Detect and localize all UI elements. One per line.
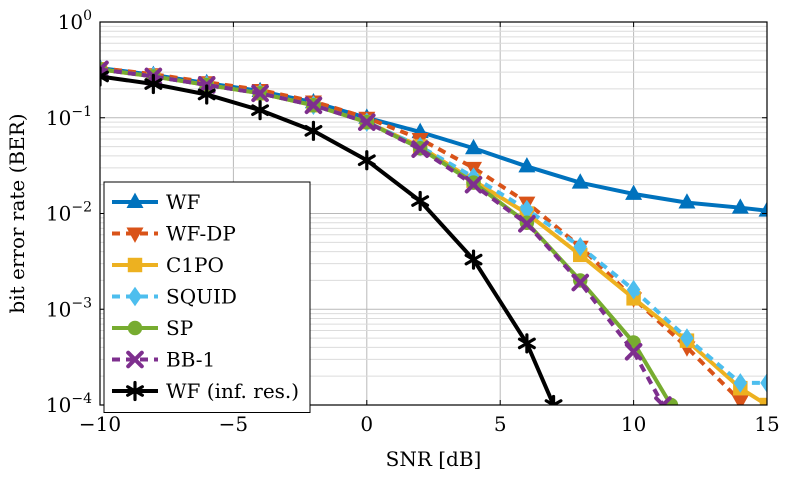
data-point xyxy=(733,373,748,393)
data-point xyxy=(625,184,643,200)
data-point xyxy=(126,192,144,208)
legend-item: C1PO xyxy=(112,253,224,277)
data-point xyxy=(464,175,483,194)
legend: WF WF-DP C1PO SQUID SP BB-1 WF (inf. res.) xyxy=(103,181,311,413)
legend-label: SQUID xyxy=(166,285,237,309)
series-line xyxy=(100,67,665,405)
data-point xyxy=(544,394,563,405)
y-tick-label: 10−3 xyxy=(46,295,92,321)
y-tick-label: 10−4 xyxy=(46,391,92,417)
x-tick-label: −10 xyxy=(79,412,121,436)
x-tick-label: 10 xyxy=(621,412,646,436)
legend-label: WF-DP xyxy=(166,222,236,246)
y-tick-label: 10−1 xyxy=(46,104,92,130)
data-point xyxy=(571,173,589,189)
data-point xyxy=(465,138,483,155)
x-tick-label: −5 xyxy=(219,412,248,436)
data-point xyxy=(126,227,144,243)
data-point xyxy=(126,380,144,402)
data-point xyxy=(304,96,323,115)
data-point xyxy=(357,150,376,171)
data-point xyxy=(251,100,270,121)
axes-group: −10 −5 0 5 10 15 10−4 10−3 10−2 10−1 100 SNR [dB] bi… xyxy=(5,8,780,471)
legend-item: WF xyxy=(112,190,201,214)
data-point xyxy=(731,198,749,214)
legend-label: WF xyxy=(166,190,201,214)
data-point xyxy=(626,279,641,300)
data-point xyxy=(759,397,767,405)
data-point xyxy=(127,257,143,273)
x-tick-label: 0 xyxy=(360,412,373,436)
data-point xyxy=(358,113,376,131)
legend-item: BB-1 xyxy=(112,348,215,372)
series-layer xyxy=(100,58,767,405)
series-wf-inf-res xyxy=(100,66,563,405)
data-point xyxy=(126,350,144,369)
data-point xyxy=(760,373,767,393)
x-axis-label: SNR [dB] xyxy=(386,447,482,471)
data-point xyxy=(518,157,536,173)
data-point xyxy=(518,215,536,233)
data-point xyxy=(520,199,534,220)
legend-label: C1PO xyxy=(166,253,224,277)
data-point xyxy=(517,333,536,354)
legend-item: SP xyxy=(112,316,193,340)
data-point xyxy=(127,320,143,336)
legend-item: SQUID xyxy=(112,285,237,309)
y-tick-label: 10−2 xyxy=(46,200,92,226)
data-point xyxy=(571,273,590,292)
data-point xyxy=(251,84,269,103)
data-point xyxy=(197,84,216,105)
x-tick-label: 15 xyxy=(754,412,779,436)
data-point xyxy=(144,73,163,95)
x-tick-label: 5 xyxy=(494,412,507,436)
data-point xyxy=(411,190,430,212)
legend-item: WF-DP xyxy=(112,222,236,246)
legend-item: WF (inf. res.) xyxy=(112,379,299,403)
data-point xyxy=(678,193,696,209)
data-point xyxy=(758,201,767,217)
legend-label: BB-1 xyxy=(166,348,215,372)
legend-label: SP xyxy=(166,316,193,340)
data-point xyxy=(411,140,429,158)
data-point xyxy=(128,286,142,307)
legend-label: WF (inf. res.) xyxy=(166,379,299,403)
data-point xyxy=(624,342,643,361)
data-point xyxy=(654,396,672,405)
data-point xyxy=(304,120,323,141)
series-bb-1 xyxy=(100,60,672,405)
data-point xyxy=(464,249,483,270)
y-axis-label: bit error rate (BER) xyxy=(5,113,29,313)
data-point xyxy=(680,328,694,348)
series-line xyxy=(100,74,556,405)
data-point xyxy=(731,395,749,405)
y-tick-label: 100 xyxy=(58,8,92,34)
data-point xyxy=(573,236,588,257)
